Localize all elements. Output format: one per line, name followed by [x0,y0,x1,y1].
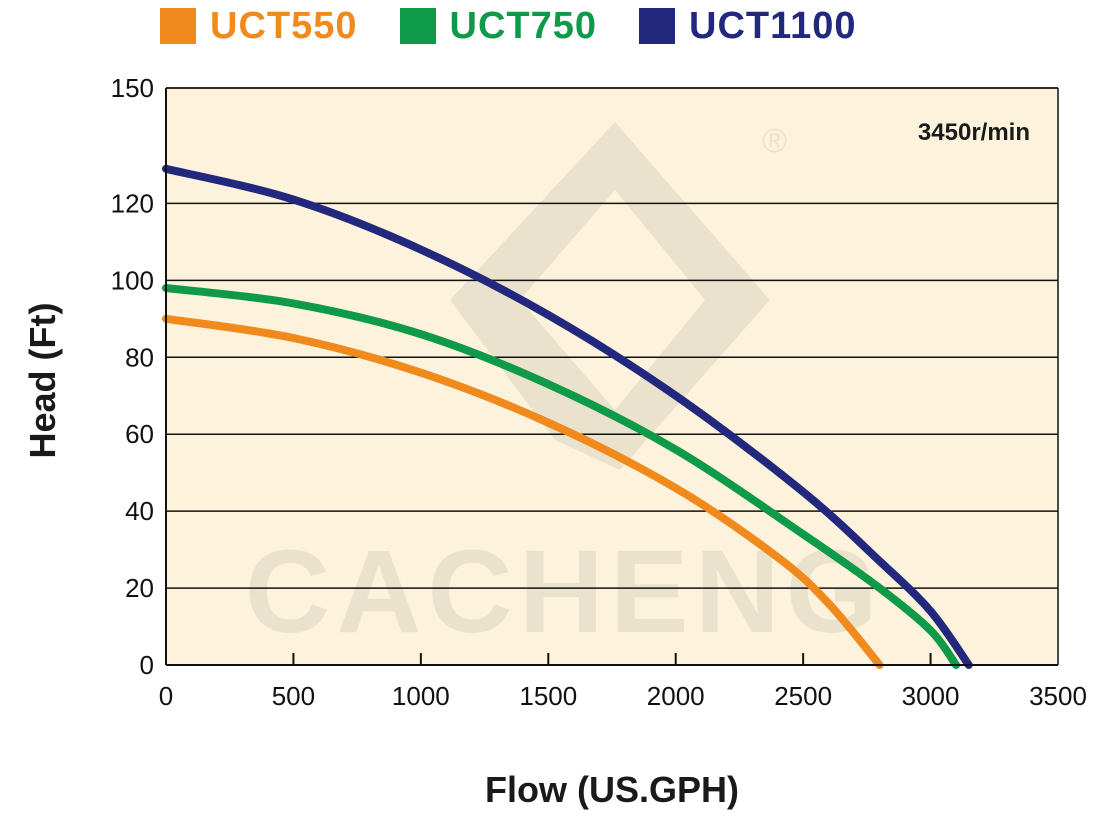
axes [165,87,1059,666]
cacheng-watermark-logo: ® CACHENG [245,122,884,658]
x-tick-label-2500: 2500 [774,681,832,711]
series-line-uct1100 [162,164,973,669]
y-tick-label-80: 80 [125,342,154,372]
watermark-emblem [450,122,770,470]
legend-swatch-uct750 [399,8,436,44]
x-tick-label-2000: 2000 [647,681,705,711]
legend-swatch-uct550 [160,8,196,44]
chart-legend: UCT550 UCT750 UCT1100 [160,2,899,50]
x-tick-label-0: 0 [159,681,173,711]
legend-label-uct750: UCT750 [449,4,597,47]
y-tick-label-20: 20 [125,573,154,603]
legend-item-uct550: UCT550 [160,5,358,48]
x-tick-labels: 0 500 1000 1500 2000 2500 3000 3500 [159,681,1087,711]
series-line-uct750 [162,284,961,669]
watermark-text: CACHENG [245,526,884,658]
y-tick-label-150: 150 [111,73,154,103]
x-tick-label-1000: 1000 [392,681,450,711]
legend-label-uct1100: UCT1100 [689,4,857,47]
y-tick-label-120: 120 [111,188,154,218]
x-tick-label-1500: 1500 [519,681,577,711]
legend-item-uct750: UCT750 [399,4,598,48]
x-tick-label-500: 500 [272,681,315,711]
x-axis-title: Flow (US.GPH) [485,769,739,810]
y-tick-label-100: 100 [111,265,154,295]
y-tick-label-60: 60 [125,419,154,449]
speed-annotation: 3450r/min [918,119,1030,146]
y-tick-label-0: 0 [140,650,154,680]
x-tick-label-3000: 3000 [902,681,960,711]
y-axis-title: Head (Ft) [22,303,63,459]
y-tick-label-40: 40 [125,496,154,526]
plot-area [166,88,1058,665]
legend-label-uct550: UCT550 [210,4,358,47]
y-tick-labels: 0 20 40 60 80 100 120 150 [111,73,154,680]
watermark-registered: ® [762,122,787,160]
legend-item-uct1100: UCT1100 [639,5,857,48]
legend-swatch-uct1100 [639,8,675,44]
series-lines [162,164,973,669]
series-line-uct550 [162,314,884,669]
x-tick-label-3500: 3500 [1029,681,1087,711]
